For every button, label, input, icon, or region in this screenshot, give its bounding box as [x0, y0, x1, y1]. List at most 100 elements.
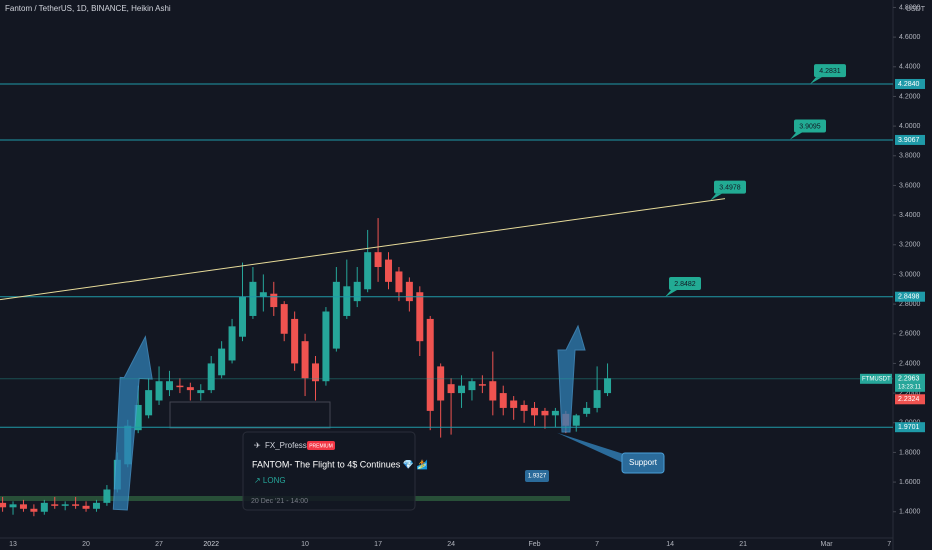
candle-body — [541, 410, 549, 416]
chart-title: Fantom / TetherUS, 1D, BINANCE, Heikin A… — [5, 4, 171, 13]
price-label: 2.8498 — [898, 294, 920, 301]
y-tick-label: 1.4000 — [899, 509, 921, 516]
candle-body — [416, 292, 424, 342]
idea-card[interactable]: ✈ FX_Professor PREMIUM FANTOM- The Fligh… — [242, 431, 428, 511]
x-tick-label: 27 — [155, 541, 163, 548]
support-value: 1.9327 — [528, 474, 547, 480]
y-tick-label: 4.4000 — [899, 64, 921, 71]
x-tick-label: Feb — [528, 541, 540, 548]
callout-bg — [714, 180, 746, 194]
y-tick-label: 3.8000 — [899, 153, 921, 160]
support-bg — [621, 452, 665, 474]
trendline — [0, 198, 726, 301]
candle-body — [364, 252, 372, 290]
y-tick-label: 3.0000 — [899, 271, 921, 278]
x-tick-label: Mar — [821, 541, 834, 548]
badge-bg — [307, 441, 335, 450]
callout-bg — [794, 119, 826, 133]
callout-pointer — [710, 193, 722, 201]
callout-bg — [814, 64, 846, 78]
y-tick-label: 1.6000 — [899, 479, 921, 486]
y-tick-label: 3.6000 — [899, 182, 921, 189]
y-tick-label: 4.2000 — [899, 93, 921, 100]
candle-body — [218, 348, 226, 376]
range-box — [169, 401, 331, 429]
candle-body — [291, 318, 299, 364]
x-tick-label: 24 — [447, 541, 455, 548]
candle-body — [207, 363, 215, 391]
candle-body — [197, 390, 205, 394]
x-tick-label: 14 — [666, 541, 674, 548]
candle-body — [478, 384, 486, 386]
candle-body — [572, 415, 580, 426]
y-tick-label: 1.8000 — [899, 449, 921, 456]
x-tick-label: 7 — [887, 541, 891, 548]
price-label-bg — [895, 422, 925, 433]
headline: FANTOM- The Flight to 4$ Continues 💎 🏄 — [252, 458, 428, 469]
date: 20 Dec '21 - 14:00 — [251, 498, 308, 505]
candle-body — [19, 504, 27, 509]
callout-pointer — [810, 77, 822, 85]
candle-body — [374, 252, 382, 268]
x-tick-label: 20 — [82, 541, 90, 548]
candle-body — [551, 410, 559, 416]
candle-body — [186, 387, 194, 391]
y-tick-label: 4.0000 — [899, 123, 921, 130]
candle-body — [40, 502, 48, 512]
candle-body — [447, 384, 455, 394]
candle-body — [593, 390, 601, 408]
candle-body — [499, 393, 507, 408]
arrow — [557, 324, 586, 433]
symbol: FTMUSDT — [862, 376, 891, 382]
candle-body — [395, 271, 403, 293]
callout-label: 2.8482 — [674, 281, 696, 288]
candle-body — [604, 378, 612, 394]
currency: USDT — [906, 6, 926, 13]
candle-body — [531, 407, 539, 416]
y-tick-label: 2.6000 — [899, 331, 921, 338]
candle-body — [322, 311, 330, 382]
candle-body — [165, 381, 173, 391]
y-tick-label: 4.8000 — [899, 4, 921, 11]
candle-body — [103, 489, 111, 503]
candle-body — [61, 504, 69, 506]
candle-body — [353, 281, 361, 302]
support-pointer — [557, 432, 630, 466]
candle-body — [134, 404, 142, 431]
candle-body — [249, 281, 257, 316]
y-tick-label: 3.2000 — [899, 242, 921, 249]
price-label: 4.2840 — [898, 81, 920, 88]
badge: PREMIUM — [309, 443, 333, 449]
callout-label: 3.4978 — [719, 184, 741, 191]
candle-body — [9, 504, 17, 508]
x-tick-label: 10 — [301, 541, 309, 548]
candle-body — [489, 381, 497, 401]
x-tick-label: 21 — [739, 541, 747, 548]
candle-body — [437, 366, 445, 401]
price-label-bg — [895, 291, 925, 302]
card — [242, 431, 416, 511]
x-tick-label: 17 — [374, 541, 382, 548]
candle-body — [270, 293, 278, 308]
candle-body — [259, 292, 267, 297]
price-label-bg — [895, 373, 925, 392]
price-label-bg — [895, 394, 925, 405]
candle-body — [458, 385, 466, 394]
candle-body — [280, 304, 288, 334]
y-tick-label: 3.4000 — [899, 212, 921, 219]
price-label-bg — [895, 134, 925, 145]
price-label: 2.2963 — [898, 376, 920, 383]
candle-body — [72, 504, 80, 506]
candle-body — [468, 381, 476, 391]
candle-body — [176, 385, 184, 388]
candle-body — [520, 404, 528, 411]
x-tick-label: 2022 — [203, 541, 219, 548]
candle-body — [30, 508, 38, 512]
support-label: Support — [629, 458, 658, 467]
candle-body — [312, 363, 319, 382]
candle-body — [510, 400, 518, 408]
price-label: 3.9067 — [898, 137, 920, 144]
